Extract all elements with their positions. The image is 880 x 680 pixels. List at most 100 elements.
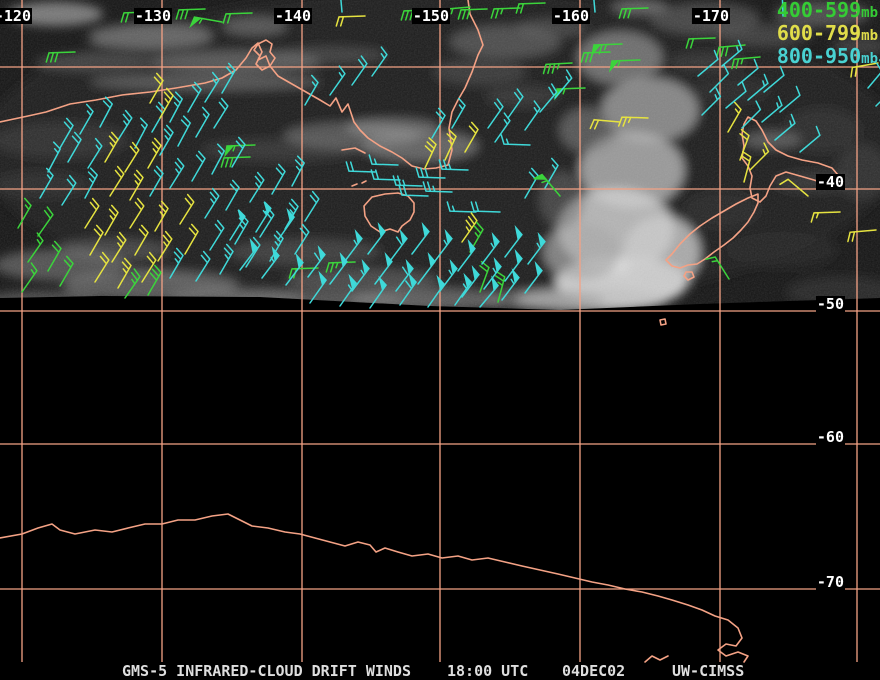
caption-date: 04DEC02 — [562, 662, 626, 680]
wind-barb — [149, 165, 164, 197]
caption-bar: GMS-5 INFRARED-CLOUD DRIFT WINDS 18:00 U… — [0, 661, 880, 680]
wind-barbs — [17, 0, 880, 309]
wind-barb — [221, 62, 236, 94]
wind-barb — [494, 270, 506, 303]
wind-barb — [444, 129, 457, 161]
wind-barb — [701, 87, 722, 116]
wind-barb — [277, 207, 296, 241]
wind-barb — [117, 257, 132, 289]
wind-barb — [725, 81, 747, 109]
wind-barb — [61, 174, 77, 206]
wind-barb — [129, 169, 144, 201]
wind-barb — [339, 273, 358, 307]
wind-barb — [307, 244, 326, 278]
wind-barb — [457, 238, 476, 272]
wind-barb — [59, 255, 74, 287]
wind-barb — [124, 141, 140, 173]
wind-barb — [741, 100, 762, 129]
wind-barb — [329, 251, 348, 285]
wind-barb — [446, 201, 477, 213]
wind-barb — [368, 154, 399, 166]
coastline-stewart-island — [683, 271, 695, 281]
wind-barb — [799, 125, 821, 153]
wind-barb — [469, 221, 484, 253]
wind-barb — [369, 275, 388, 309]
wind-barb — [294, 223, 310, 255]
wind-barb — [479, 275, 499, 308]
coastline-small-island — [659, 318, 667, 326]
wind-barb — [417, 251, 436, 285]
wind-barb — [231, 136, 246, 168]
wind-barb — [99, 96, 113, 128]
longitude-label: -150 — [411, 7, 450, 25]
wind-barb — [59, 117, 74, 149]
coastline-kangaroo-island — [341, 147, 366, 154]
wind-barb — [847, 229, 877, 243]
wind-barb — [395, 258, 414, 292]
wind-barb — [147, 137, 162, 169]
wind-barb — [490, 7, 521, 19]
legend-unit: mb — [861, 28, 878, 44]
wind-barb — [500, 134, 531, 146]
wind-barb — [727, 101, 742, 133]
coastline-eyre-islands — [253, 39, 276, 71]
wind-barb — [697, 49, 719, 77]
wind-barb — [204, 187, 220, 219]
legend-unit: mb — [861, 5, 878, 21]
longitude-label: -160 — [551, 7, 590, 25]
wind-barb — [169, 91, 183, 123]
wind-barb — [351, 55, 368, 86]
wind-barb — [507, 88, 524, 119]
wind-barb — [159, 87, 174, 119]
longitude-label: -130 — [133, 7, 172, 25]
wind-barb — [749, 142, 770, 171]
wind-barb — [685, 37, 716, 49]
wind-barb — [524, 100, 541, 131]
wind-barb — [169, 247, 184, 279]
pressure-legend: 400-599mb 600-799mb 800-950mb — [777, 0, 878, 69]
wind-barb — [539, 83, 558, 113]
wind-barb — [422, 181, 453, 193]
wind-barb — [527, 231, 546, 265]
wind-barb — [427, 274, 446, 308]
wind-barb — [175, 8, 206, 20]
wind-barb — [705, 256, 730, 280]
wind-barb — [494, 112, 511, 143]
wind-barb — [451, 97, 466, 129]
wind-barb — [461, 212, 478, 243]
wind-barb — [187, 81, 202, 113]
wind-barb — [79, 103, 94, 135]
wind-barb — [222, 12, 253, 24]
wind-barb — [483, 256, 502, 290]
wind-barb — [184, 223, 199, 255]
wind-barb — [431, 107, 446, 139]
coastline-bass-strait-islands — [351, 180, 367, 187]
wind-barb — [21, 262, 38, 293]
wind-barb — [740, 150, 752, 183]
wind-barb — [191, 150, 206, 182]
wind-barb — [438, 159, 469, 171]
legend-range: 400-599 — [776, 0, 862, 22]
product-title: GMS-5 INFRARED-CLOUD DRIFT WINDS — [122, 662, 411, 680]
coastline-nz-south-island — [665, 193, 759, 269]
wind-barb — [304, 74, 319, 106]
wind-barb — [487, 98, 504, 129]
wind-barb — [304, 190, 320, 222]
wind-barb — [255, 201, 272, 233]
legend-range: 800-950 — [776, 44, 862, 68]
wind-barb — [399, 272, 418, 306]
longitude-label: -120 — [0, 8, 32, 24]
wind-barb — [781, 0, 784, 17]
longitude-label: -170 — [691, 7, 730, 25]
wind-barb — [209, 219, 225, 251]
wind-barb — [504, 224, 523, 258]
caption-time: 18:00 UTC — [447, 662, 529, 680]
wind-barb — [591, 43, 623, 57]
wind-barb — [398, 185, 429, 197]
wind-barb — [439, 258, 458, 292]
wind-barb — [104, 204, 119, 236]
wind-barb — [434, 228, 453, 262]
legend-range: 600-799 — [776, 21, 862, 45]
